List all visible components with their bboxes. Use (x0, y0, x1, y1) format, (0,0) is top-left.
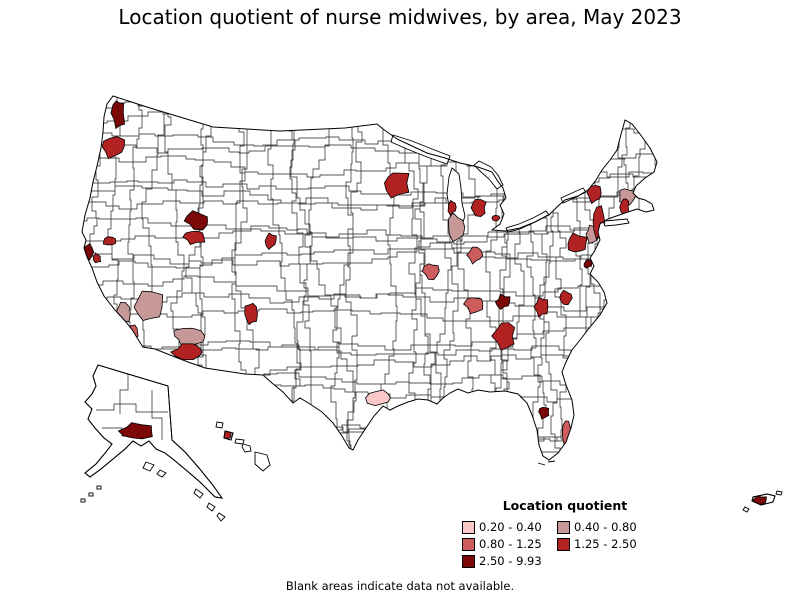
colored-area (182, 230, 206, 245)
legend-label: 0.80 - 1.25 (479, 537, 542, 551)
colored-area (533, 296, 549, 318)
oahu-outline-stroke (223, 430, 234, 441)
colored-area (110, 100, 126, 130)
legend-swatch (557, 520, 570, 534)
legend-item: 0.20 - 0.40 (462, 520, 557, 534)
colored-area (752, 495, 767, 505)
colored-area (491, 214, 501, 222)
us-outline (81, 95, 658, 461)
colored-area (463, 297, 484, 315)
colored-area (244, 302, 258, 326)
hawaii-island (254, 451, 271, 472)
colored-area (421, 263, 440, 281)
colored-area (447, 199, 457, 216)
colored-area (538, 406, 550, 420)
colored-area (92, 253, 102, 264)
aleutian-island (88, 492, 94, 497)
colored-area (169, 343, 203, 361)
colored-area (101, 136, 126, 160)
maui-island (241, 443, 252, 453)
kodiak-island (142, 461, 155, 472)
legend-swatch (462, 554, 475, 568)
florida-keys (537, 460, 556, 466)
pr-islet (775, 490, 783, 496)
legend-label: 1.25 - 2.50 (574, 537, 637, 551)
colored-area (264, 232, 277, 250)
legend-label: 2.50 - 9.93 (479, 554, 542, 568)
colored-area (383, 172, 410, 199)
legend-grid: 0.20 - 0.40 0.40 - 0.80 0.80 - 1.25 1.25 - … (462, 520, 668, 568)
colored-area (102, 236, 117, 246)
colored-area (567, 232, 588, 253)
alaska-outline (84, 364, 223, 499)
colored-area (491, 322, 516, 351)
legend-swatch (557, 537, 570, 551)
map-title: Location quotient of nurse midwives, by … (118, 5, 682, 29)
colored-area (470, 199, 487, 218)
legend-item: 2.50 - 9.93 (462, 554, 557, 568)
insets-alaska-hawaii-pr (80, 218, 783, 522)
colored-area (559, 289, 573, 306)
legend: Location quotient 0.20 - 0.40 0.40 - 0.80… (462, 498, 668, 568)
legend-label: 0.20 - 0.40 (479, 520, 542, 534)
panhandle-island (206, 502, 216, 512)
colored-area (173, 327, 206, 347)
colored-area (466, 246, 484, 265)
colored-area (448, 212, 466, 243)
legend-swatch (462, 520, 475, 534)
legend-item: 1.25 - 2.50 (557, 537, 652, 551)
colored-area (183, 210, 208, 231)
footnote: Blank areas indicate data not available. (285, 579, 515, 593)
colored-area (494, 293, 511, 310)
colored-area (365, 389, 391, 407)
long-island (602, 218, 630, 227)
legend-title: Location quotient (502, 498, 628, 513)
aleutian-island (96, 485, 102, 490)
pr-islet (742, 506, 750, 513)
legend-label: 0.40 - 0.80 (574, 520, 637, 534)
colored-areas-layer (82, 100, 767, 505)
legend-item: 0.80 - 1.25 (462, 537, 557, 551)
colored-area (133, 290, 164, 321)
colored-area (586, 184, 602, 205)
panhandle-island (216, 512, 226, 522)
puerto-rico-outline-stroke (751, 493, 776, 506)
kauai-island (215, 421, 224, 429)
legend-item: 0.40 - 0.80 (557, 520, 652, 534)
alaska-outline-stroke (84, 364, 224, 499)
aleutian-island (80, 498, 86, 503)
molokai-island (234, 438, 245, 445)
legend-swatch (462, 537, 475, 551)
alaska-island (156, 469, 167, 478)
outline-strokes (81, 95, 776, 506)
panhandle-island (193, 488, 204, 499)
colored-area (583, 259, 593, 269)
colored-area (117, 422, 153, 440)
